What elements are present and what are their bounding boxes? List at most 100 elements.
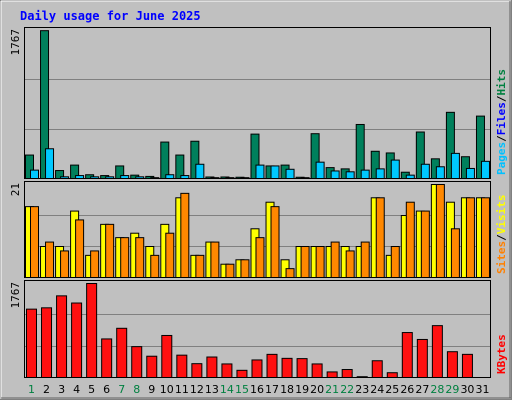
series-sites (30, 184, 490, 279)
bar-kbytes-22 (341, 369, 353, 379)
bar-hits-2 (40, 30, 50, 180)
bar-kbytes-1 (26, 308, 37, 379)
x-tick-label: 22 (340, 383, 354, 396)
bar-sites-1 (30, 206, 39, 278)
bar-sites-18 (285, 268, 295, 278)
bar-files-22 (345, 171, 355, 179)
legend-entry: Files (495, 102, 508, 135)
bar-sites-23 (360, 241, 370, 278)
panel-kbytes: 1767 KBytes (9, 280, 508, 379)
bar-files-3 (60, 176, 70, 179)
bar-hits-1 (25, 154, 34, 179)
bar-sites-8 (135, 237, 145, 278)
x-tick-label: 6 (103, 383, 110, 396)
bar-files-1 (30, 169, 39, 179)
bar-files-27 (420, 163, 430, 180)
panel-visits_sites: 21 Sites/Visits (9, 181, 508, 279)
legend-entry: / (495, 135, 508, 142)
legend-entry: / (495, 95, 508, 102)
bar-kbytes-4 (71, 302, 83, 379)
chart-title: Daily usage for June 2025 (20, 9, 201, 23)
bar-sites-21 (330, 241, 340, 278)
x-tick-label: 31 (475, 383, 489, 396)
bar-files-12 (195, 163, 205, 180)
bar-kbytes-28 (431, 325, 443, 378)
x-tick-label: 15 (235, 383, 249, 396)
bar-hits-4 (70, 164, 80, 179)
bar-files-28 (435, 166, 445, 179)
bar-sites-2 (45, 241, 55, 278)
legend: Sites/Visits (495, 195, 508, 275)
bar-hits-7 (115, 165, 125, 179)
bar-sites-25 (390, 246, 400, 278)
bar-files-10 (165, 174, 175, 179)
bar-sites-28 (435, 184, 445, 278)
bar-kbytes-8 (131, 346, 143, 379)
bar-hits-29 (445, 111, 455, 179)
x-tick-label: 10 (160, 383, 174, 396)
bar-hits-24 (370, 150, 380, 179)
x-tick-label: 1 (28, 383, 35, 396)
bar-kbytes-7 (116, 327, 128, 378)
bar-files-18 (285, 168, 295, 180)
bar-sites-4 (75, 219, 85, 279)
bar-files-2 (45, 148, 55, 180)
x-tick-label: 16 (250, 383, 264, 396)
bar-hits-23 (355, 123, 365, 180)
bar-hits-20 (310, 133, 320, 180)
bar-sites-19 (300, 246, 310, 278)
bar-files-9 (150, 177, 160, 179)
bar-kbytes-16 (251, 359, 263, 379)
bar-files-30 (465, 167, 475, 179)
bar-hits-30 (460, 156, 470, 179)
bar-kbytes-26 (401, 332, 413, 378)
bar-sites-10 (165, 232, 175, 278)
bar-files-15 (240, 177, 250, 179)
legend-entry: KBytes (495, 334, 508, 374)
bar-hits-16 (250, 133, 260, 180)
legend: KBytes (495, 334, 508, 374)
bar-sites-6 (105, 223, 115, 279)
bar-sites-24 (375, 197, 385, 279)
bar-files-14 (225, 177, 235, 179)
bar-kbytes-29 (446, 351, 458, 379)
bar-files-8 (135, 176, 145, 179)
x-tick-label: 30 (460, 383, 474, 396)
x-tick-label: 2 (43, 383, 50, 396)
bar-files-23 (360, 169, 370, 179)
bar-hits-3 (55, 170, 65, 180)
bar-kbytes-13 (206, 356, 218, 378)
bar-kbytes-5 (86, 283, 98, 378)
series-kbytes (26, 283, 473, 379)
bar-files-5 (90, 176, 100, 179)
bar-kbytes-24 (371, 360, 383, 379)
bar-kbytes-3 (56, 295, 68, 379)
bar-kbytes-6 (101, 338, 113, 378)
bar-hits-31 (475, 115, 485, 180)
bar-kbytes-18 (281, 357, 293, 379)
bar-files-17 (270, 165, 280, 179)
bar-kbytes-19 (296, 358, 308, 379)
bar-kbytes-11 (176, 354, 188, 378)
chart-panels: 1767Pages/Files/Hits21Sites/Visits1767KB… (9, 27, 508, 379)
bar-kbytes-15 (236, 369, 248, 378)
x-tick-label: 19 (295, 383, 309, 396)
bar-sites-7 (120, 237, 130, 278)
bar-files-31 (480, 160, 490, 179)
bar-sites-12 (195, 254, 205, 279)
bar-files-25 (390, 159, 400, 179)
x-tick-label: 20 (310, 383, 324, 396)
bar-kbytes-21 (326, 371, 338, 379)
legend-entry: / (495, 234, 508, 241)
bar-kbytes-14 (221, 363, 233, 378)
x-axis-labels: 1 2 3 4 5 6 7 8 9 10 11 12 13 14 15 16 17 18 19 20 21 22 23 24 2… (28, 383, 489, 396)
x-tick-label: 24 (370, 383, 384, 396)
bar-sites-13 (210, 241, 220, 278)
x-tick-label: 25 (385, 383, 399, 396)
bar-kbytes-10 (161, 334, 173, 378)
bar-sites-31 (480, 197, 490, 279)
x-tick-label: 17 (265, 383, 279, 396)
bar-kbytes-30 (461, 353, 473, 378)
